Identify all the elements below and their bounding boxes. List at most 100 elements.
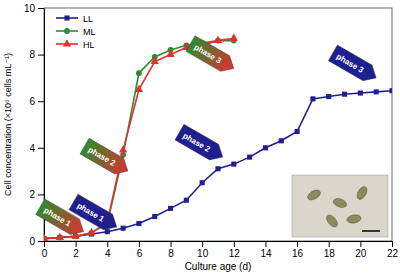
tick-mark	[38, 8, 44, 9]
marker	[310, 96, 315, 101]
tick-label: 4	[29, 143, 35, 154]
annotation-text: phase 2	[86, 145, 117, 168]
inset-scale-bar	[362, 230, 380, 232]
tick: 6	[137, 241, 143, 259]
tick: 20	[355, 241, 367, 259]
legend-marker	[64, 15, 69, 20]
marker	[263, 145, 268, 150]
inset-cell	[306, 188, 322, 202]
tick-label: 14	[260, 248, 272, 259]
annotation-text: phase 3	[335, 52, 366, 75]
annotation-text: phase 2	[181, 131, 212, 154]
tick-label: 8	[29, 49, 35, 60]
legend: LLMLHL	[56, 14, 96, 50]
marker	[247, 155, 252, 160]
tick: 2	[29, 189, 44, 200]
tick: 16	[292, 241, 304, 259]
marker	[295, 129, 300, 134]
marker	[136, 221, 141, 226]
marker	[135, 85, 143, 92]
annotation-text: phase 3	[192, 43, 223, 66]
tick-mark	[38, 148, 44, 149]
marker	[230, 33, 238, 40]
tick-label: 18	[324, 248, 336, 259]
tick: 0	[29, 236, 44, 247]
tick-mark	[76, 241, 77, 247]
marker	[168, 206, 173, 211]
tick-mark	[44, 241, 45, 247]
tick: 10	[197, 241, 209, 259]
tick-mark	[38, 55, 44, 56]
inset-background	[292, 175, 388, 237]
marker	[200, 180, 205, 185]
annotation-arrow	[186, 36, 238, 77]
annotation: phase 2	[76, 126, 137, 192]
tick: 12	[229, 241, 241, 259]
annotations: phase 1phase 1 phase 2 phase 2 phase 3 phase…	[31, 23, 385, 252]
tick-mark	[139, 241, 140, 247]
legend-item: LL	[56, 14, 93, 24]
marker	[389, 88, 392, 93]
data-marks	[44, 33, 392, 241]
annotation: phase 1	[31, 186, 92, 252]
tick-mark	[297, 241, 298, 247]
tick: 8	[168, 241, 174, 259]
tick-mark	[38, 194, 44, 195]
marker	[215, 166, 220, 171]
legend-marker	[64, 28, 70, 34]
tick-mark	[329, 241, 330, 247]
series-line	[44, 38, 234, 238]
tick-mark	[360, 241, 361, 247]
annotation-arrow	[328, 45, 380, 86]
marker	[326, 94, 331, 99]
tick-mark	[107, 241, 108, 247]
legend-marker	[63, 39, 71, 46]
marker	[151, 57, 159, 64]
series-line	[44, 41, 234, 239]
marker	[184, 198, 189, 203]
tick-label: 4	[105, 248, 111, 259]
marker	[166, 50, 174, 57]
annotation: phase 3	[324, 33, 385, 99]
plot: 02468101214161820220246810phase 1phase 1…	[24, 3, 399, 259]
series-line	[44, 91, 392, 239]
tick: 14	[260, 241, 272, 259]
marker	[121, 226, 126, 231]
tick-mark	[202, 241, 203, 247]
tick-label: 6	[29, 96, 35, 107]
tick-label: 2	[73, 248, 79, 259]
inset-cell	[324, 213, 339, 229]
annotation-arrow	[80, 138, 132, 179]
tick-label: 0	[42, 248, 48, 259]
marker	[214, 36, 222, 43]
annotation: phase 2	[170, 112, 231, 178]
tick: 18	[324, 241, 336, 259]
tick-mark	[38, 101, 44, 102]
tick-label: 2	[29, 189, 35, 200]
y-axis-title: Cell concentration (×10⁶ cells mL⁻¹)	[3, 53, 13, 196]
marker	[358, 90, 363, 95]
tick: 4	[105, 241, 111, 259]
inset-cell	[332, 197, 348, 209]
tick: 4	[29, 143, 44, 154]
chart: 02468101214161820220246810phase 1phase 1…	[0, 0, 400, 275]
tick: 10	[24, 3, 44, 14]
annotation: phase 1	[64, 182, 125, 248]
plot-frame	[44, 8, 392, 241]
tick-label: 20	[355, 248, 367, 259]
axis-line	[45, 241, 393, 242]
x-axis: 0 2 4 6 8 10 12 14 16 18 20 22	[42, 241, 399, 259]
marker	[231, 162, 236, 167]
marker	[279, 138, 284, 143]
tick: 22	[387, 241, 399, 259]
inset-image	[292, 175, 388, 237]
marker	[152, 214, 157, 219]
tick-label: 10	[197, 248, 209, 259]
tick-mark	[38, 241, 44, 242]
tick-label: 8	[168, 248, 174, 259]
tick-label: 6	[137, 248, 143, 259]
tick-mark	[171, 241, 172, 247]
inset-cell	[355, 185, 369, 201]
legend-label: HL	[83, 40, 95, 50]
tick-label: 16	[292, 248, 304, 259]
